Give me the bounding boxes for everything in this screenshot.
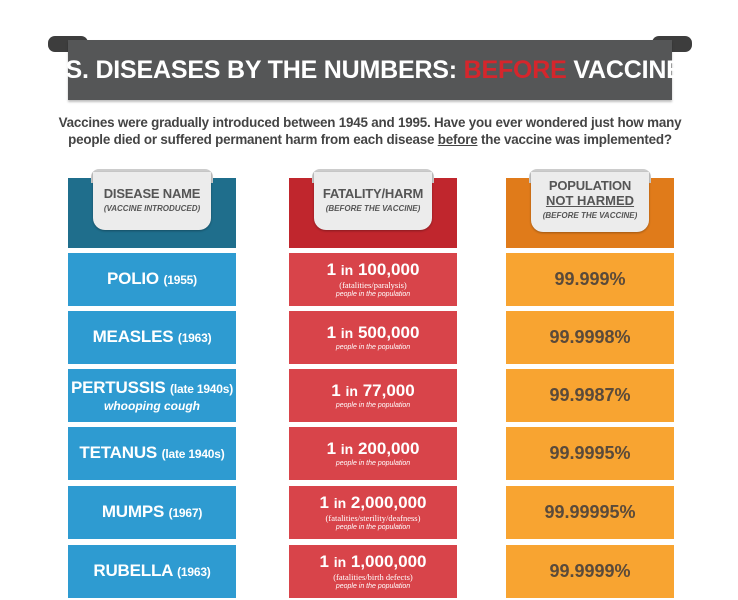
percent-not-harmed: 99.9987%	[549, 385, 631, 405]
ratio-one: 1	[319, 552, 329, 571]
ratio-in: in	[340, 262, 354, 278]
fatality-cell-polio: 1 in 100,000 (fatalities/paralysis) peop…	[289, 253, 457, 306]
intro-line-2-start: people died or suffered permanent harm f…	[68, 132, 438, 147]
vaccine-year: (1955)	[163, 273, 197, 287]
ratio-in: in	[340, 325, 354, 341]
population-note: people in the population	[335, 524, 411, 531]
disease-name: TETANUS (late 1940s)	[79, 443, 224, 464]
ratio-value: 2,000,000	[350, 493, 427, 512]
disease-name: PERTUSSIS (late 1940s)	[71, 378, 233, 399]
title-text-end: VACCINES	[566, 55, 700, 84]
fatality-note: (fatalities/sterility/deafness)	[325, 513, 421, 523]
fatality-ratio: 1 in 200,000	[327, 439, 420, 459]
fatality-note: (fatalities/paralysis)	[339, 280, 407, 290]
fatality-ratio: 1 in 500,000	[327, 323, 420, 343]
percent-not-harmed: 99.99995%	[544, 502, 636, 522]
ratio-value: 100,000	[357, 260, 420, 279]
header-label-disease: DISEASE NAME (VACCINE INTRODUCED)	[93, 172, 211, 230]
ratio-in: in	[340, 441, 354, 457]
header-label-fatality: FATALITY/HARM (BEFORE THE VACCINE)	[314, 172, 432, 230]
percent-not-harmed: 99.999%	[554, 269, 626, 289]
ratio-one: 1	[319, 493, 329, 512]
intro-paragraph: Vaccines were gradually introduced betwe…	[50, 114, 690, 148]
intro-line-1: Vaccines were gradually introduced betwe…	[58, 115, 682, 130]
vaccine-year: (late 1940s)	[170, 382, 234, 396]
ratio-value: 200,000	[357, 439, 420, 458]
header-subtitle-fatality: (BEFORE THE VACCINE)	[325, 204, 421, 213]
header-subtitle-disease: (VACCINE INTRODUCED)	[103, 204, 201, 213]
intro-line-2-end: the vaccine was implemented?	[477, 132, 672, 147]
title-banner: U.S. DISEASES BY THE NUMBERS: BEFORE VAC…	[41, 40, 699, 100]
fatality-ratio: 1 in 1,000,000	[319, 552, 426, 572]
page-title: U.S. DISEASES BY THE NUMBERS: BEFORE VAC…	[41, 56, 699, 85]
disease-label: TETANUS	[79, 443, 158, 462]
disease-label: POLIO	[107, 269, 159, 288]
disease-cell-pertussis: PERTUSSIS (late 1940s) whooping cough	[68, 369, 236, 422]
disease-cell-measles: MEASLES (1963)	[68, 311, 236, 364]
population-note: people in the population	[335, 583, 411, 590]
disease-label: MEASLES	[92, 327, 174, 346]
fatality-cell-measles: 1 in 500,000 people in the population	[289, 311, 457, 364]
ratio-one: 1	[326, 323, 337, 342]
population-note: people in the population	[335, 402, 411, 409]
disease-name: POLIO (1955)	[107, 269, 197, 290]
population-note: people in the population	[335, 291, 411, 298]
fatality-cell-tetanus: 1 in 200,000 people in the population	[289, 427, 457, 480]
ratio-value: 77,000	[362, 381, 415, 400]
vaccine-year: (1963)	[177, 565, 211, 579]
header-label-population: POPULATION NOT HARMED (BEFORE THE VACCIN…	[531, 172, 649, 232]
disease-label: PERTUSSIS	[70, 378, 166, 397]
disease-name: MEASLES (1963)	[93, 327, 212, 348]
ratio-in: in	[333, 554, 347, 570]
disease-name: MUMPS (1967)	[101, 502, 203, 523]
intro-line-2: people died or suffered permanent harm f…	[50, 131, 690, 148]
disease-common-name: whooping cough	[104, 399, 200, 413]
header-title-disease: DISEASE NAME	[103, 186, 201, 201]
fatality-ratio: 1 in 2,000,000	[319, 493, 426, 513]
ratio-one: 1	[326, 439, 337, 458]
fatality-note: (fatalities/birth defects)	[333, 572, 413, 582]
ratio-in: in	[345, 383, 358, 399]
population-note: people in the population	[335, 344, 411, 351]
disease-label: RUBELLA	[93, 561, 173, 580]
disease-cell-mumps: MUMPS (1967)	[68, 486, 236, 539]
percent-not-harmed: 99.9999%	[549, 561, 631, 581]
population-cell-polio: 99.999%	[506, 253, 674, 306]
ratio-one: 1	[326, 260, 337, 279]
vaccine-year: (1963)	[177, 331, 212, 345]
header-title-population-line1: POPULATION	[548, 178, 632, 193]
fatality-ratio: 1 in 100,000	[327, 260, 420, 280]
disease-name: RUBELLA (1963)	[93, 561, 210, 582]
ratio-value: 1,000,000	[350, 552, 427, 571]
title-accent-text: BEFORE	[463, 55, 567, 84]
header-subtitle-population: (BEFORE THE VACCINE)	[542, 211, 638, 220]
disease-cell-polio: POLIO (1955)	[68, 253, 236, 306]
ratio-value: 500,000	[357, 323, 420, 342]
disease-cell-tetanus: TETANUS (late 1940s)	[68, 427, 236, 480]
ratio-one: 1	[331, 381, 341, 400]
population-note: people in the population	[335, 460, 411, 467]
population-cell-measles: 99.9998%	[506, 311, 674, 364]
population-cell-rubella: 99.9999%	[506, 545, 674, 598]
disease-label: MUMPS	[101, 502, 165, 521]
percent-not-harmed: 99.9998%	[549, 327, 631, 347]
fatality-ratio: 1 in 77,000	[331, 381, 414, 401]
population-cell-tetanus: 99.9995%	[506, 427, 674, 480]
title-text: U.S. DISEASES BY THE NUMBERS:	[40, 55, 464, 84]
population-cell-mumps: 99.99995%	[506, 486, 674, 539]
fatality-cell-rubella: 1 in 1,000,000 (fatalities/birth defects…	[289, 545, 457, 598]
percent-not-harmed: 99.9995%	[549, 443, 631, 463]
disease-cell-rubella: RUBELLA (1963)	[68, 545, 236, 598]
fatality-cell-pertussis: 1 in 77,000 people in the population	[289, 369, 457, 422]
intro-underlined-word: before	[437, 132, 478, 147]
fatality-cell-mumps: 1 in 2,000,000 (fatalities/sterility/dea…	[289, 486, 457, 539]
ratio-in: in	[333, 495, 347, 511]
vaccine-year: (1967)	[168, 506, 203, 520]
population-cell-pertussis: 99.9987%	[506, 369, 674, 422]
header-title-fatality: FATALITY/HARM	[322, 186, 424, 201]
vaccine-year: (late 1940s)	[161, 447, 225, 461]
header-title-population-line2: NOT HARMED	[545, 193, 635, 208]
